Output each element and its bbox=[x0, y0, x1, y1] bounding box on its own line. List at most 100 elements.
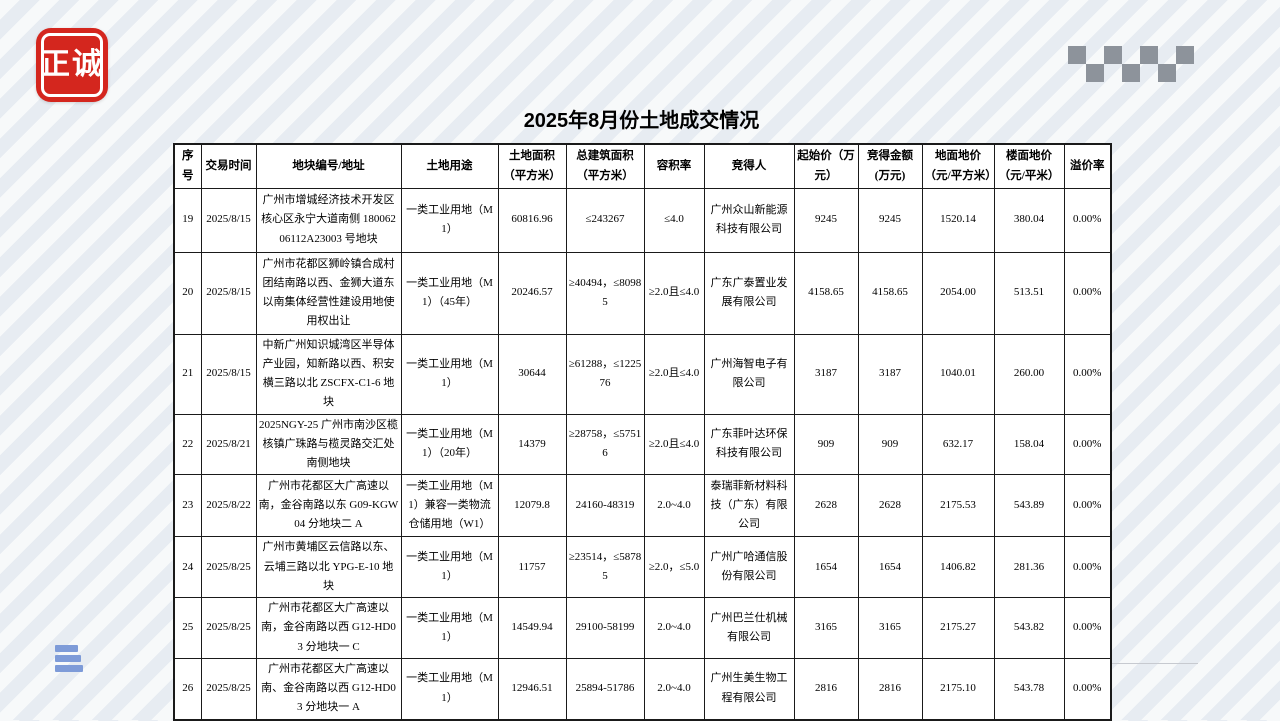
hamburger-icon bbox=[55, 645, 83, 675]
table-cell: 2025/8/21 bbox=[200, 413, 257, 476]
table-cell: 2175.27 bbox=[921, 597, 995, 659]
table-cell: 2025/8/25 bbox=[200, 597, 257, 659]
table-cell: 19 bbox=[173, 187, 202, 253]
table-cell: 一类工业用地（M1） bbox=[400, 333, 499, 415]
table-cell: ≥2.0且≤4.0 bbox=[643, 413, 705, 476]
table-header-row: 序号 交易时间 地块编号/地址 土地用途 土地面积（平方米） 总建筑面积（平方米… bbox=[173, 143, 1112, 189]
table-cell: 广州市花都区大广高速以南，金谷南路以西 G12-HD03 分地块一 C bbox=[255, 597, 402, 659]
table-body: 19 2025/8/15 广州市增城经济技术开发区核心区永宁大道南侧 1800620… bbox=[173, 187, 1112, 721]
table-cell: 广州市花都区大广高速以南、金谷南路以西 G12-HD03 分地块一 A bbox=[255, 657, 402, 721]
table-cell: ≥28758，≤57516 bbox=[565, 413, 645, 476]
table-row: 25 2025/8/25 广州市花都区大广高速以南，金谷南路以西 G12-HD03 … bbox=[173, 597, 1112, 659]
column-header: 土地面积（平方米） bbox=[497, 143, 567, 189]
table-cell: 广州众山新能源科技有限公司 bbox=[703, 187, 795, 253]
table-cell: 29100-58199 bbox=[565, 597, 645, 659]
table-cell: 广州广哈通信股份有限公司 bbox=[703, 536, 795, 598]
table-cell: ≥2.0，≤5.0 bbox=[643, 536, 705, 598]
table-cell: 2175.10 bbox=[921, 657, 995, 721]
table-cell: 3187 bbox=[793, 333, 859, 415]
table-row: 24 2025/8/25 广州市黄埔区云信路以东、云埔三路以北 YPG-E-10 地… bbox=[173, 536, 1112, 598]
table-row: 23 2025/8/22 广州市花都区大广高速以南，金谷南路以东 G09-KGW04… bbox=[173, 474, 1112, 538]
table-cell: 2025/8/22 bbox=[200, 474, 257, 538]
table-cell: 26 bbox=[173, 657, 202, 721]
column-header: 竞得金额(万元) bbox=[857, 143, 923, 189]
table-cell: 广州市花都区狮岭镇合成村团结南路以西、金狮大道东以南集体经营性建设用地使用权出让 bbox=[255, 251, 402, 335]
table-cell: 909 bbox=[793, 413, 859, 476]
table-cell: 广州海智电子有限公司 bbox=[703, 333, 795, 415]
table-cell: 0.00% bbox=[1063, 536, 1112, 598]
table-cell: 1040.01 bbox=[921, 333, 995, 415]
column-header: 土地用途 bbox=[400, 143, 499, 189]
table-cell: 0.00% bbox=[1063, 187, 1112, 253]
column-header: 起始价（万元） bbox=[793, 143, 859, 189]
table-cell: 909 bbox=[857, 413, 923, 476]
table-cell: 9245 bbox=[793, 187, 859, 253]
table-cell: 3187 bbox=[857, 333, 923, 415]
checkerboard-decoration-icon bbox=[1068, 46, 1194, 82]
table-cell: 一类工业用地（M1） bbox=[400, 187, 499, 253]
table-cell: 20 bbox=[173, 251, 202, 335]
table-cell: 0.00% bbox=[1063, 657, 1112, 721]
table-cell: 543.89 bbox=[993, 474, 1065, 538]
table-cell: 2025/8/15 bbox=[200, 333, 257, 415]
table-cell: 广州市花都区大广高速以南，金谷南路以东 G09-KGW04 分地块二 A bbox=[255, 474, 402, 538]
divider-line bbox=[1112, 663, 1198, 664]
column-header: 楼面地价（元/平米） bbox=[993, 143, 1065, 189]
table-cell: 543.82 bbox=[993, 597, 1065, 659]
table-cell: 281.36 bbox=[993, 536, 1065, 598]
table-cell: 1654 bbox=[857, 536, 923, 598]
table-cell: 14549.94 bbox=[497, 597, 567, 659]
table-row: 22 2025/8/21 2025NGY-25 广州市南沙区榄核镇广珠路与榄灵路交汇… bbox=[173, 413, 1112, 476]
table-cell: 广州市黄埔区云信路以东、云埔三路以北 YPG-E-10 地块 bbox=[255, 536, 402, 598]
table-cell: 2628 bbox=[857, 474, 923, 538]
column-header: 容积率 bbox=[643, 143, 705, 189]
column-header: 竞得人 bbox=[703, 143, 795, 189]
table-cell: 2.0~4.0 bbox=[643, 657, 705, 721]
table-cell: 380.04 bbox=[993, 187, 1065, 253]
table-cell: 22 bbox=[173, 413, 202, 476]
table-cell: 1520.14 bbox=[921, 187, 995, 253]
table-cell: 12946.51 bbox=[497, 657, 567, 721]
table-cell: 2816 bbox=[793, 657, 859, 721]
column-header: 溢价率 bbox=[1063, 143, 1112, 189]
table-cell: 一类工业用地（M1） bbox=[400, 597, 499, 659]
table-cell: 2025/8/25 bbox=[200, 536, 257, 598]
table-cell: 25 bbox=[173, 597, 202, 659]
table-cell: ≥2.0且≤4.0 bbox=[643, 251, 705, 335]
table-cell: 1406.82 bbox=[921, 536, 995, 598]
table-row: 20 2025/8/15 广州市花都区狮岭镇合成村团结南路以西、金狮大道东以南集体经… bbox=[173, 251, 1112, 335]
table-cell: 60816.96 bbox=[497, 187, 567, 253]
table-cell: 158.04 bbox=[993, 413, 1065, 476]
table-cell: 2.0~4.0 bbox=[643, 474, 705, 538]
table-cell: 2175.53 bbox=[921, 474, 995, 538]
column-header: 地块编号/地址 bbox=[255, 143, 402, 189]
table-cell: ≥40494，≤80985 bbox=[565, 251, 645, 335]
table-cell: 14379 bbox=[497, 413, 567, 476]
table-cell: 3165 bbox=[793, 597, 859, 659]
table-cell: 12079.8 bbox=[497, 474, 567, 538]
column-header: 交易时间 bbox=[200, 143, 257, 189]
table-cell: 2025/8/15 bbox=[200, 251, 257, 335]
table-cell: 632.17 bbox=[921, 413, 995, 476]
table-cell: 0.00% bbox=[1063, 597, 1112, 659]
table-cell: 一类工业用地（M1） bbox=[400, 657, 499, 721]
table-cell: 一类工业用地（M1）兼容一类物流仓储用地（W1） bbox=[400, 474, 499, 538]
table-cell: 2816 bbox=[857, 657, 923, 721]
company-logo-text: 正诚 bbox=[40, 48, 104, 81]
table-cell: 一类工业用地（M1） bbox=[400, 536, 499, 598]
table-cell: ≤243267 bbox=[565, 187, 645, 253]
table-cell: ≥2.0且≤4.0 bbox=[643, 333, 705, 415]
column-header: 序号 bbox=[173, 143, 202, 189]
table-cell: ≥23514，≤58785 bbox=[565, 536, 645, 598]
table-row: 19 2025/8/15 广州市增城经济技术开发区核心区永宁大道南侧 1800620… bbox=[173, 187, 1112, 253]
table-cell: 1654 bbox=[793, 536, 859, 598]
page-title: 2025年8月份土地成交情况 bbox=[523, 110, 760, 132]
table-cell: 3165 bbox=[857, 597, 923, 659]
table-cell: 25894-51786 bbox=[565, 657, 645, 721]
table-cell: 20246.57 bbox=[497, 251, 567, 335]
table-cell: 2025NGY-25 广州市南沙区榄核镇广珠路与榄灵路交汇处南侧地块 bbox=[255, 413, 402, 476]
table-cell: 泰瑞菲新材料科技（广东）有限公司 bbox=[703, 474, 795, 538]
table-cell: 4158.65 bbox=[857, 251, 923, 335]
land-table: 序号 交易时间 地块编号/地址 土地用途 土地面积（平方米） 总建筑面积（平方米… bbox=[173, 143, 1112, 721]
column-header: 总建筑面积（平方米） bbox=[565, 143, 645, 189]
